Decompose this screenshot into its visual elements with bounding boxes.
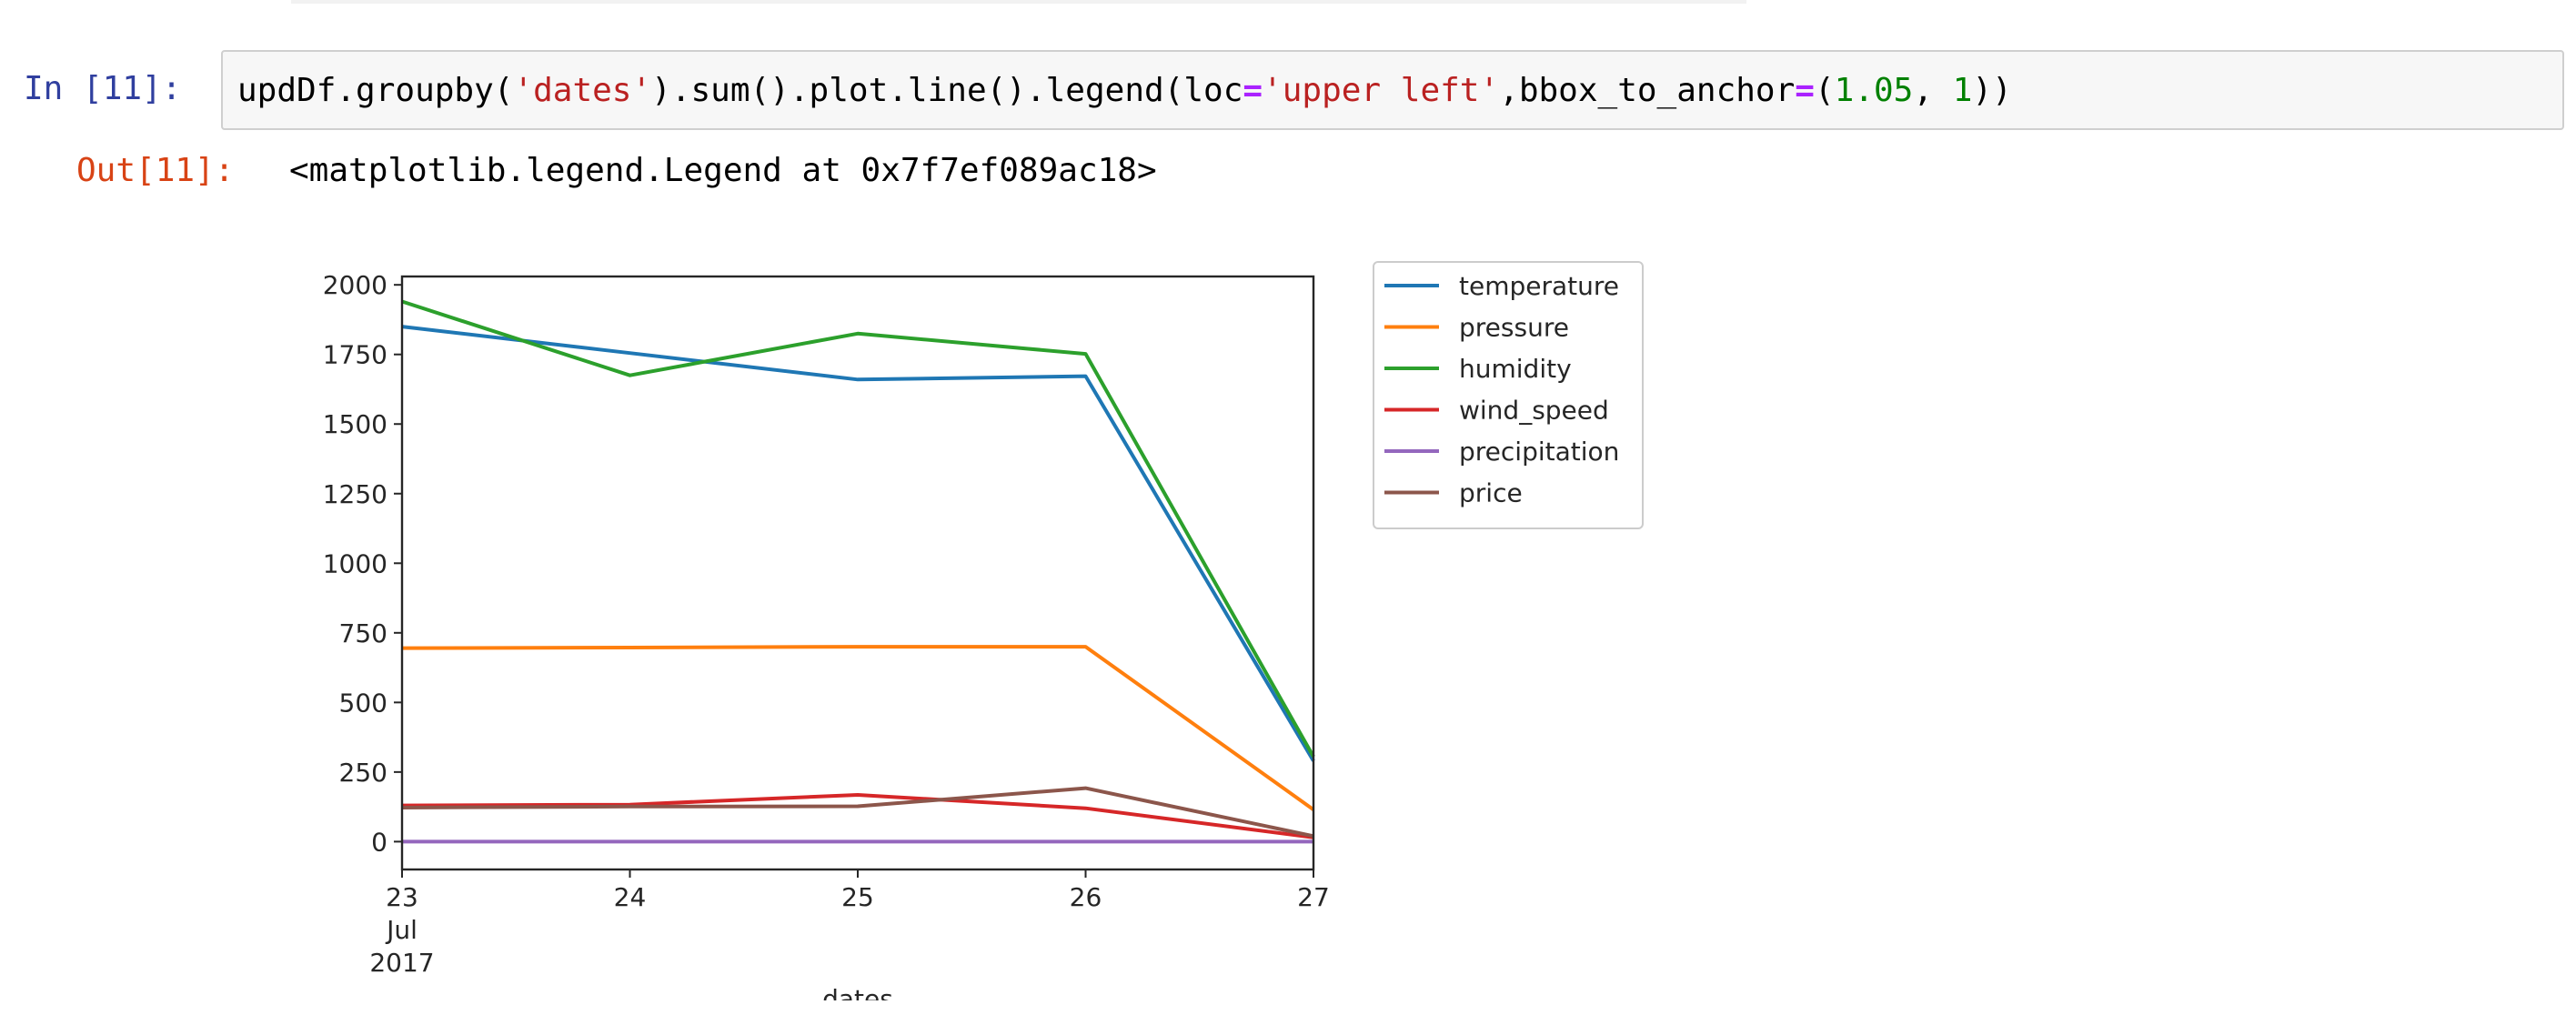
y-tick-label: 1500 bbox=[323, 409, 387, 439]
code-token: 1 bbox=[1952, 72, 1973, 109]
legend: temperature pressure humidity wind_speedpre… bbox=[1373, 261, 1644, 529]
x-tick-label: 24 bbox=[614, 882, 647, 912]
y-axis: 0 250 500 750 1000 1250 1500 1750 2000 bbox=[323, 270, 402, 857]
code-token: ( bbox=[1814, 72, 1835, 109]
y-tick-label: 1250 bbox=[323, 479, 387, 509]
code-token: 'upper left' bbox=[1263, 72, 1500, 109]
legend-frame bbox=[1373, 261, 1644, 529]
y-tick-label: 1750 bbox=[323, 340, 387, 370]
code-token: = bbox=[1243, 72, 1263, 109]
series-line-wind_speed bbox=[401, 793, 1314, 839]
x-tick-label: 25 bbox=[841, 882, 874, 912]
x-tick-label: 23 bbox=[386, 882, 418, 912]
x-tick-label: Jul bbox=[385, 915, 418, 945]
plot-lines bbox=[401, 299, 1315, 844]
code-cell[interactable]: updDf.groupby('dates').sum().plot.line()… bbox=[221, 50, 2564, 130]
line-chart: 0 250 500 750 1000 1250 1500 1750 2000 23Jul2017… bbox=[323, 261, 1644, 1000]
legend-label-temperature: temperature bbox=[1459, 271, 1619, 301]
x-tick-label: 27 bbox=[1297, 882, 1330, 912]
code-token: ).sum().plot.line().legend(loc bbox=[651, 72, 1243, 109]
y-tick-label: 0 bbox=[371, 827, 387, 857]
code-token: = bbox=[1795, 72, 1815, 109]
legend-label-price: price bbox=[1459, 478, 1523, 508]
legend-label-humidity: humidity bbox=[1459, 354, 1572, 384]
output-prompt: Out[11]: bbox=[76, 152, 235, 189]
legend-label-pressure: pressure bbox=[1459, 313, 1569, 343]
code-token: ,bbox_to_anchor bbox=[1499, 72, 1796, 109]
x-tick-label: 26 bbox=[1070, 882, 1102, 912]
y-tick-label: 1000 bbox=[323, 548, 387, 578]
legend-label-wind_speed: wind_speed bbox=[1459, 396, 1609, 426]
legend-label-precipitation: precipitation bbox=[1459, 437, 1619, 467]
code-token: 'dates' bbox=[513, 72, 652, 109]
input-prompt: In [11]: bbox=[24, 70, 182, 107]
series-line-pressure bbox=[401, 645, 1315, 811]
series-line-price bbox=[401, 786, 1314, 839]
cell-divider bbox=[291, 0, 1746, 4]
x-axis-label: dates bbox=[822, 984, 893, 1000]
y-tick-label: 500 bbox=[339, 688, 387, 718]
x-tick-label: 2017 bbox=[369, 948, 434, 978]
series-line-temperature bbox=[401, 325, 1315, 762]
plot-frame bbox=[400, 275, 1315, 871]
output-text: <matplotlib.legend.Legend at 0x7f7ef089a… bbox=[289, 152, 1157, 189]
code-token: , bbox=[1913, 72, 1953, 109]
code-token: )) bbox=[1972, 72, 2012, 109]
series-line-humidity bbox=[401, 299, 1315, 758]
y-tick-label: 250 bbox=[339, 758, 387, 788]
y-tick-label: 750 bbox=[339, 618, 387, 648]
code-token: updDf.groupby( bbox=[237, 72, 514, 109]
code-token: 1.05 bbox=[1834, 72, 1914, 109]
code-line[interactable]: updDf.groupby('dates').sum().plot.line()… bbox=[237, 68, 2012, 114]
y-tick-label: 2000 bbox=[323, 270, 387, 300]
